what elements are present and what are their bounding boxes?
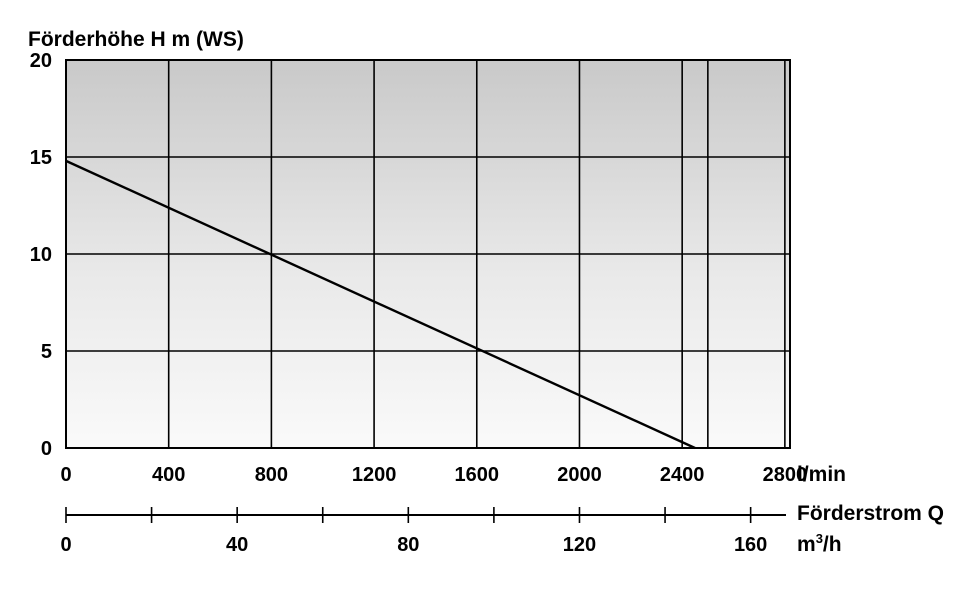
x-tick-label-lmin: 400: [152, 464, 185, 486]
x-tick-label-lmin: 0: [60, 464, 71, 486]
x-tick-label-m3h: 0: [60, 534, 71, 556]
chart-title: Förderhöhe H m (WS): [28, 28, 244, 51]
x-unit-m3h: m3/h: [797, 531, 842, 556]
y-tick-label: 15: [30, 147, 52, 169]
y-tick-label: 0: [41, 438, 52, 460]
grid: [66, 60, 790, 448]
x-axis-ticks-m3h: 0 40 80 120 160: [60, 507, 767, 556]
x-axis-ticks-lmin: 0 400 800 1200 1600 2000 2400 2800: [60, 464, 807, 486]
series-group: [65, 159, 696, 450]
y-axis-ticks: 0 5 10 15 20: [30, 50, 52, 460]
x-tick-label-lmin: 1600: [455, 464, 500, 486]
x-unit-m3h-tail: /h: [823, 533, 842, 556]
plot-frame: [65, 59, 791, 449]
x-tick-label-lmin: 1200: [352, 464, 397, 486]
x-tick-label-m3h: 80: [397, 534, 419, 556]
x-tick-label-lmin: 2400: [660, 464, 705, 486]
y-tick-label: 10: [30, 244, 52, 266]
y-tick-label: 20: [30, 50, 52, 72]
series-line: [65, 159, 696, 450]
x-unit-lmin: l/min: [797, 463, 846, 486]
x-tick-label-lmin: 2000: [557, 464, 602, 486]
y-tick-label: 5: [41, 341, 52, 363]
x-unit-m3h-base: m: [797, 533, 816, 556]
x-tick-label-m3h: 40: [226, 534, 248, 556]
x-axis-label: Förderstrom Q: [797, 502, 944, 525]
x-tick-label-lmin: 2800: [763, 464, 808, 486]
x-unit-m3h-sup: 3: [816, 531, 823, 546]
x-tick-label-m3h: 120: [563, 534, 596, 556]
x-tick-label-lmin: 800: [255, 464, 288, 486]
x-tick-label-m3h: 160: [734, 534, 767, 556]
